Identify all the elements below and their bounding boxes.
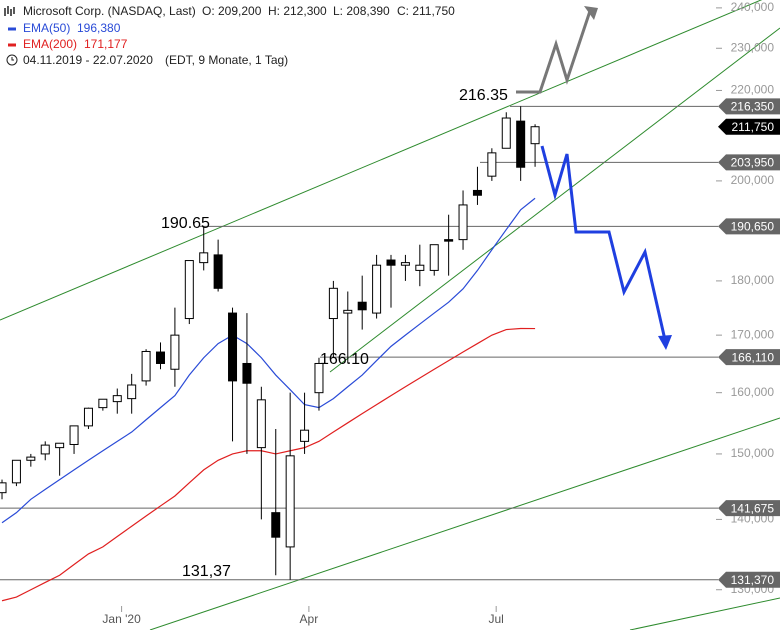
projection-up <box>516 7 593 94</box>
candle-body <box>55 442 65 449</box>
price-tag <box>718 500 780 517</box>
candle-body <box>487 152 497 177</box>
ohlc: H: 212,300 <box>268 4 327 18</box>
y-tick-label: 240,000 <box>731 0 775 14</box>
y-tick-label: 200,000 <box>731 173 775 187</box>
candle-body <box>415 264 425 271</box>
candle-body <box>98 398 108 409</box>
plot <box>0 106 540 602</box>
candle-body <box>458 204 468 241</box>
candle-body <box>271 512 281 538</box>
annotation: 131,37 <box>182 563 231 580</box>
legend-value: 196,380 <box>77 21 121 35</box>
candle-body <box>0 482 7 494</box>
candle-body <box>400 262 410 266</box>
candle-body <box>199 252 209 264</box>
candle-body <box>429 244 439 271</box>
candle-body <box>530 126 540 145</box>
price-tag-label: 203,950 <box>731 156 775 170</box>
icon <box>4 6 15 16</box>
arrow-head <box>584 6 598 20</box>
price-tag-label: 141,675 <box>731 501 775 515</box>
candle-body <box>127 384 137 400</box>
clock-icon <box>11 57 14 61</box>
trend-line <box>149 417 780 631</box>
annotation: 166.10 <box>320 351 369 368</box>
price-tag <box>718 218 780 235</box>
x-tick-label: Apr <box>300 612 319 626</box>
legend-value: 171,177 <box>84 37 128 51</box>
legend-label: EMA(200) <box>23 37 77 51</box>
candle-body <box>343 309 353 314</box>
x-tick-label: Jul <box>489 612 504 626</box>
y-tick-label: 170,000 <box>731 327 775 341</box>
price-tag-label: 216,350 <box>731 100 775 114</box>
candle-body <box>300 429 310 442</box>
candle-body <box>40 444 50 455</box>
price-tag <box>718 349 780 366</box>
clock-icon <box>6 54 18 66</box>
ohlc: O: 209,200 <box>202 4 262 18</box>
candle-body <box>256 399 266 449</box>
period-note: (EDT, 9 Monate, 1 Tag) <box>165 53 288 67</box>
legend-label: EMA(50) <box>23 21 70 35</box>
ohlc: C: 211,750 <box>397 4 455 18</box>
candle-body <box>112 395 122 403</box>
candle-body <box>501 117 511 149</box>
price-tag-label: 211,750 <box>732 120 775 134</box>
candle-body <box>386 259 396 266</box>
candle-body <box>141 350 151 382</box>
candle-body <box>444 239 454 242</box>
axis: 240,000 230,000 220,000 200,000 180,000 170,0… <box>102 0 780 626</box>
candle-body <box>242 362 252 384</box>
y-tick-label: 160,000 <box>731 385 775 399</box>
ema-line <box>1 327 536 602</box>
price-tag-label: 166,110 <box>732 350 775 364</box>
levels <box>0 105 718 581</box>
price-tag <box>718 98 780 115</box>
price-tag-label: 131,370 <box>731 573 775 587</box>
candle-body <box>26 456 36 461</box>
annotation: 216.35 <box>459 87 508 104</box>
y-tick-label: 180,000 <box>731 273 775 287</box>
candle-body <box>184 260 194 320</box>
candle-body <box>213 254 223 289</box>
candle-body <box>69 425 79 445</box>
ohlc: L: 208,390 <box>333 4 390 18</box>
candle-body <box>155 351 165 364</box>
y-tick-label: 220,000 <box>731 83 775 97</box>
candle-body <box>83 407 93 427</box>
title: Microsoft Corp. (NASDAQ, Last) <box>23 4 196 18</box>
ema-line <box>1 197 536 524</box>
projection-down <box>540 145 667 341</box>
price-tag <box>718 118 780 135</box>
x-tick-label: Jan '20 <box>102 612 141 626</box>
trend-line <box>629 597 780 631</box>
candle-body <box>11 459 21 484</box>
candle-body <box>314 362 324 394</box>
candle-body <box>357 301 367 311</box>
annotation: 190.65 <box>161 215 210 232</box>
candle-body <box>328 287 338 320</box>
arrow-head <box>658 335 672 350</box>
header: Microsoft Corp. (NASDAQ, Last) O: 209,20… <box>4 4 455 67</box>
candle-body <box>285 455 295 548</box>
candle-body <box>228 312 238 382</box>
candle-body <box>516 120 526 168</box>
price-tag <box>718 154 780 171</box>
price-tag-label: 190,650 <box>731 220 775 234</box>
y-tick-label: 230,000 <box>731 40 775 54</box>
candle-body <box>170 334 180 370</box>
candle-body <box>372 264 382 314</box>
period: 04.11.2019 - 22.07.2020 <box>23 53 153 67</box>
candle-body <box>472 189 482 196</box>
y-tick-label: 150,000 <box>731 446 775 460</box>
trend-line <box>0 0 763 321</box>
price-tag <box>718 571 780 588</box>
